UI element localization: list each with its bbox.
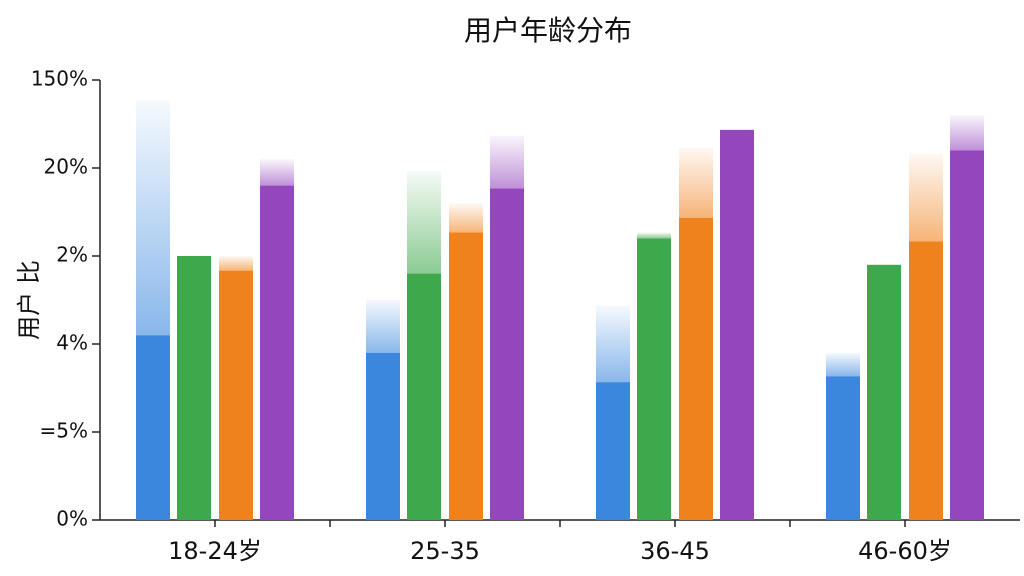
x-tick-label: 36-45 [640,537,710,565]
bar-extension [490,135,524,189]
bar-extension [366,300,400,353]
bar [867,264,901,520]
bar-extension [950,115,984,151]
bar [136,335,170,520]
y-tick-label: 0% [56,507,88,531]
bar [950,150,984,520]
x-tick-label: 18-24岁 [168,537,262,565]
bar-extension [596,305,630,383]
bar [260,185,294,520]
bar [596,382,630,520]
bar-extension [909,153,943,242]
bar [366,352,400,520]
y-tick-label: 4% [56,331,88,355]
bar-extension [219,256,253,271]
bar-extension [826,352,860,377]
bar-extension [260,159,294,186]
bar [679,217,713,520]
bar [909,241,943,521]
bar [219,270,253,520]
bar [490,188,524,521]
bar [720,129,754,520]
bar [449,232,483,521]
bar-extension [407,170,441,274]
bar [826,376,860,520]
bar-extension [136,100,170,336]
bar [407,273,441,520]
y-tick-label: 150% [31,67,88,91]
bar-extension [679,147,713,218]
x-tick-label: 25-35 [410,537,480,565]
chart-title: 用户年龄分布 [464,14,632,47]
y-tick-label: =5% [40,419,89,443]
y-axis-label: 用户 比 [15,260,43,340]
bar-extension [449,203,483,233]
bar [177,256,211,520]
x-tick-label: 46-60岁 [858,537,952,565]
bar [637,238,671,520]
y-tick-label: 20% [44,155,88,179]
y-tick-label: 2% [56,243,88,267]
bar-extension [637,232,671,239]
